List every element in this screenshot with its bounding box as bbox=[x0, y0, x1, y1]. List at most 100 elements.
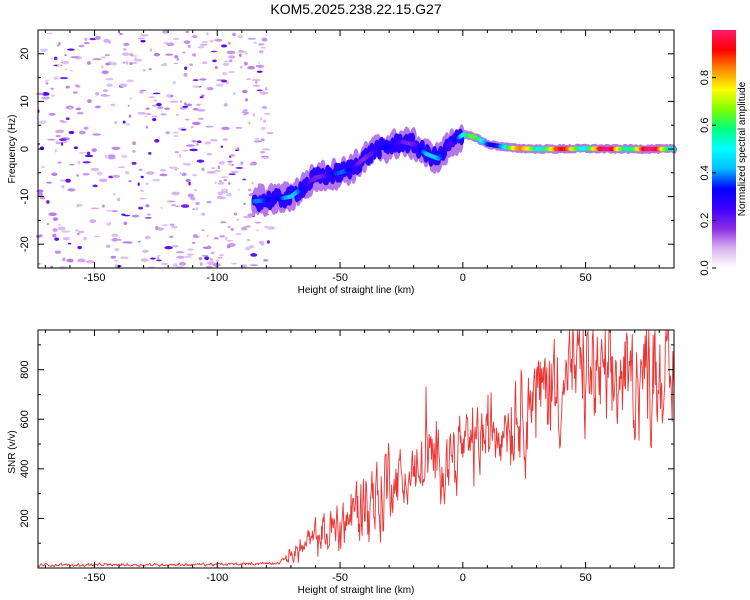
noise-blob bbox=[139, 189, 144, 192]
noise-blob bbox=[57, 226, 66, 231]
noise-blob bbox=[230, 262, 238, 265]
noise-blob bbox=[78, 44, 85, 48]
noise-blob bbox=[46, 79, 50, 81]
noise-blob bbox=[109, 62, 118, 66]
noise-blob bbox=[233, 212, 238, 216]
noise-blob bbox=[165, 94, 171, 98]
noise-blob bbox=[54, 149, 57, 153]
noise-blob bbox=[117, 238, 122, 241]
noise-blob bbox=[165, 131, 170, 135]
noise-blob bbox=[105, 244, 111, 248]
noise-blob bbox=[148, 151, 152, 155]
noise-blob bbox=[221, 126, 230, 131]
noise-blob bbox=[52, 217, 59, 222]
noise-blob bbox=[261, 105, 268, 110]
noise-blob bbox=[210, 167, 216, 170]
noise-blob bbox=[243, 215, 252, 219]
colorbar-ticks: 0.0 0.2 0.4 0.6 0.8 bbox=[699, 70, 716, 276]
noise-blob bbox=[197, 109, 206, 112]
noise-blob bbox=[127, 104, 130, 108]
noise-blob bbox=[56, 44, 60, 47]
noise-blob bbox=[140, 258, 149, 262]
noise-blob bbox=[144, 235, 151, 240]
noise-blob bbox=[89, 37, 97, 41]
noise-blob bbox=[254, 221, 262, 224]
noise-blob bbox=[157, 254, 161, 257]
noise-blob bbox=[74, 84, 80, 87]
noise-blob bbox=[183, 40, 191, 44]
noise-blob bbox=[106, 83, 113, 87]
noise-blob bbox=[55, 141, 59, 144]
colorbar-tick-label: 0.2 bbox=[699, 213, 711, 228]
noise-blob bbox=[76, 174, 80, 177]
noise-blob bbox=[237, 189, 240, 191]
noise-blob bbox=[96, 171, 103, 176]
noise-blob bbox=[233, 92, 236, 96]
noise-blob bbox=[184, 66, 188, 71]
noise-blob bbox=[129, 53, 134, 57]
noise-blob bbox=[248, 65, 254, 68]
noise-blob bbox=[61, 230, 71, 233]
noise-blob bbox=[122, 61, 126, 64]
noise-blob bbox=[206, 32, 209, 36]
noise-blob bbox=[47, 138, 56, 141]
noise-blob bbox=[79, 130, 86, 135]
noise-blob bbox=[51, 94, 56, 97]
noise-blob bbox=[46, 222, 50, 226]
noise-blob bbox=[199, 96, 204, 99]
noise-blob bbox=[255, 64, 263, 68]
noise-blob bbox=[85, 260, 95, 264]
noise-blob bbox=[252, 84, 261, 87]
noise-blob bbox=[67, 188, 76, 192]
noise-blob bbox=[133, 58, 143, 62]
noise-blob bbox=[169, 100, 179, 103]
noise-blob bbox=[228, 173, 236, 176]
noise-blob bbox=[230, 227, 234, 231]
noise-blob bbox=[144, 217, 152, 219]
noise-blob bbox=[260, 117, 263, 121]
noise-blob bbox=[162, 30, 169, 34]
noise-blob bbox=[121, 154, 128, 159]
noise-blob bbox=[196, 103, 201, 106]
noise-blob bbox=[255, 80, 258, 84]
noise-blob bbox=[58, 41, 61, 46]
noise-blob bbox=[250, 253, 258, 257]
noise-blob bbox=[201, 254, 209, 257]
noise-blob bbox=[192, 121, 201, 126]
noise-blob bbox=[257, 61, 261, 64]
noise-blob bbox=[163, 42, 170, 44]
y-tick-label: -10 bbox=[19, 189, 31, 205]
noise-blob bbox=[201, 94, 205, 97]
noise-blob bbox=[237, 34, 244, 39]
noise-blob bbox=[239, 53, 242, 57]
noise-blob bbox=[111, 238, 119, 242]
spectrogram-ylabel: Frequency (Hz) bbox=[7, 115, 18, 184]
noise-blob bbox=[131, 61, 138, 65]
noise-blob bbox=[185, 178, 191, 183]
noise-blob bbox=[199, 43, 208, 46]
noise-blob bbox=[185, 144, 195, 147]
noise-blob bbox=[90, 167, 100, 172]
noise-blob bbox=[111, 233, 119, 237]
noise-blob bbox=[83, 236, 87, 241]
noise-blob bbox=[206, 86, 214, 91]
noise-blob bbox=[98, 178, 108, 183]
noise-blob bbox=[205, 125, 214, 128]
noise-blob bbox=[174, 151, 179, 154]
noise-blob bbox=[212, 59, 217, 63]
y-tick-label: 600 bbox=[19, 410, 31, 428]
noise-blob bbox=[216, 195, 224, 200]
noise-blob bbox=[102, 204, 105, 208]
noise-blob bbox=[192, 79, 199, 82]
noise-blob bbox=[206, 234, 209, 237]
noise-blob bbox=[87, 99, 92, 104]
noise-blob bbox=[37, 192, 43, 197]
noise-blob bbox=[192, 208, 196, 210]
noise-blob bbox=[236, 218, 240, 221]
noise-blob bbox=[261, 37, 268, 42]
noise-blob bbox=[189, 63, 194, 67]
noise-blob bbox=[157, 106, 164, 109]
noise-blob bbox=[103, 89, 109, 93]
noise-blob bbox=[114, 121, 118, 124]
noise-blob bbox=[222, 62, 230, 66]
